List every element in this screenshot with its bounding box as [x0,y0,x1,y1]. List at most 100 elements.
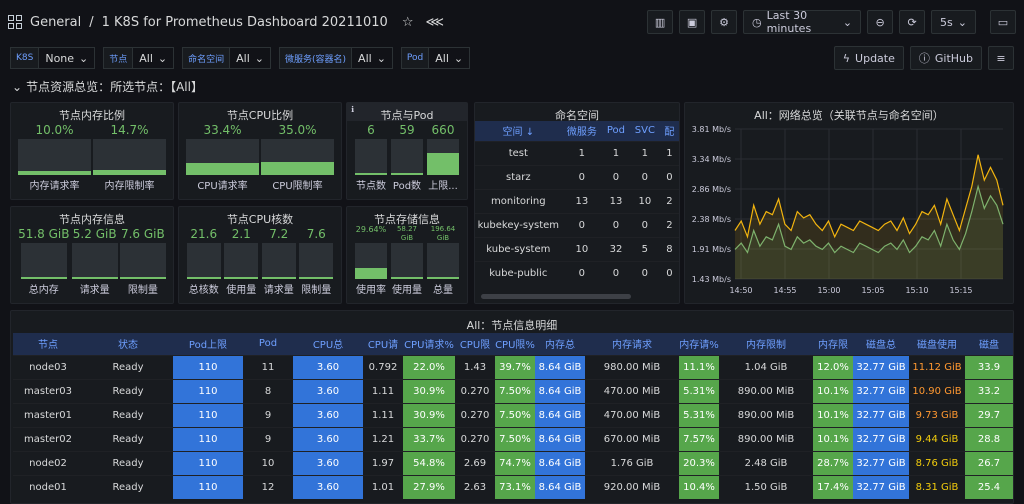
panel-node-storage[interactable]: 节点存储信息 29.64% 使用率 58.27 GiB 使用量 196.64 GiB 总量 [346,206,468,304]
column-header[interactable]: 磁盘使用 [909,333,965,355]
y-tick-label: 1.91 Mb/s [692,245,731,254]
table-cell: 20.3% [679,450,719,475]
column-header[interactable]: 配 [659,121,679,141]
table-cell: 8.64 GiB [535,474,585,499]
gauge-bar [299,243,334,279]
dashboard-settings-button[interactable]: ⚙ [711,10,738,34]
column-header[interactable]: CPU请求% [403,333,455,355]
panel-namespaces[interactable]: 命名空间 空间 ↓ 微服务 Pod SVC 配 test 1 1 1 1 starz 0 0 0 0 mon… [474,102,680,304]
chevron-down-icon: ⌄ [79,51,89,65]
gauge-bar [18,139,91,175]
gauge-fill [355,268,387,279]
variable-node[interactable]: 节点 All ⌄ [103,47,175,69]
tv-mode-button[interactable]: ▭ [990,10,1016,34]
gauge-caption: CPU限制率 [272,181,323,192]
table-cell: master01 [13,402,83,427]
variable-pod[interactable]: Pod All ⌄ [400,47,471,69]
table-cell: 0 [659,164,679,189]
column-header[interactable]: CPU总 [293,333,363,355]
add-panel-button[interactable]: ▥ [647,10,674,34]
dashboard-title[interactable]: 1 K8S for Prometheus Dashboard 20211010 [101,14,388,30]
column-header[interactable]: 内存限 [813,333,853,355]
column-header[interactable]: 内存请求 [585,333,679,355]
panel-network-overview[interactable]: All：网络总览（关联节点与命名空间） 1.43 Mb/s 1.91 Mb/s 2.… [684,102,1014,304]
table-cell: 3.60 [293,354,363,379]
column-header[interactable]: CPU限% [495,333,535,355]
breadcrumb-folder[interactable]: General [30,14,82,30]
column-header[interactable]: 微服务 [561,121,603,141]
gauge-fill [261,277,296,279]
menu-button[interactable]: ≡ [988,46,1014,70]
gauge-value: 35.0% [278,123,317,137]
table-cell: 0 [561,260,603,285]
column-header[interactable]: CPU请 [363,333,403,355]
table-cell: 25.4 [965,474,1013,499]
table-cell: 110 [173,378,243,403]
table-cell: 33.2 [965,378,1013,403]
panel-node-cpu-cores[interactable]: 节点CPU核数 21.6 总核数 2.1 使用量 7.2 请求量 7.6 限制量 [178,206,342,304]
horizontal-scrollbar[interactable] [481,294,631,299]
table-cell: starz [475,164,562,189]
variable-value[interactable]: All ⌄ [133,47,175,69]
gauge-value: 59 [399,123,415,137]
column-header[interactable]: 节点 [13,333,83,355]
table-row: kube-system 10 32 5 8 [475,236,679,261]
variable-value[interactable]: All ⌄ [352,47,393,69]
refresh-interval-picker[interactable]: 5s ⌄ [931,10,976,34]
column-header[interactable]: Pod [243,333,293,355]
panel-node-mem-info[interactable]: 节点内存信息 51.8 GiB 总内存 5.2 GiB 请求量 7.6 GiB 限制量 [10,206,174,304]
column-header[interactable]: SVC [629,121,660,141]
panel-node-details[interactable]: All：节点信息明细 节点 状态 Pod上限 Pod CPU总 CPU请 CPU请求% CPU… [10,310,1014,504]
star-icon[interactable]: ☆ [401,14,414,30]
y-tick-label: 2.38 Mb/s [692,215,731,224]
variable-value[interactable]: All ⌄ [230,47,272,69]
variable-microservice[interactable]: 微服务(容器名) All ⌄ [279,47,393,69]
panel-node-pod[interactable]: 节点与Pod ℹ 6 节点数 59 Pod数 660 上限... [346,102,468,200]
variable-value-text: None [45,51,75,65]
column-header[interactable]: 内存请% [679,333,719,355]
panel-node-mem-ratio[interactable]: 节点内存比例 10.0% 内存请求率 14.7% 内存限制率 [10,102,174,200]
refresh-button[interactable]: ⟳ [899,10,926,34]
table-cell: 10.1% [813,426,853,451]
save-dashboard-button[interactable]: ▣ [679,10,706,34]
table-cell: 0.270 [455,378,495,403]
table-cell: 0 [629,164,660,189]
row-header[interactable]: ⌄ 节点资源总览：所选节点：【All】 [12,78,203,95]
table-cell: 110 [173,354,243,379]
share-icon[interactable]: ⋘ [425,14,444,30]
variable-value[interactable]: All ⌄ [429,47,471,69]
github-link[interactable]: ⓘ GitHub [909,46,982,70]
variable-namespace[interactable]: 命名空间 All ⌄ [182,47,272,69]
monitor-icon: ▭ [997,15,1009,29]
table-cell: 1 [561,140,603,165]
table-cell: 28.7% [813,450,853,475]
zoom-out-icon: ⊖ [875,15,885,29]
table-cell: 0 [561,212,603,237]
column-header[interactable]: 磁盘总 [853,333,909,355]
gauge-group: 6 节点数 59 Pod数 660 上限... [347,121,467,192]
chevron-down-icon: ⌄ [376,51,386,65]
zoom-out-button[interactable]: ⊖ [867,10,894,34]
column-header[interactable]: CPU限 [455,333,495,355]
column-header[interactable]: 状态 [83,333,173,355]
info-icon[interactable]: ℹ [351,105,355,114]
variable-label: 节点 [103,47,134,69]
gauge-value: 2.1 [231,227,251,241]
update-link[interactable]: ϟ Update [833,46,904,70]
table-cell: 8.64 GiB [535,426,585,451]
column-header[interactable]: Pod [602,121,630,141]
column-header[interactable]: Pod上限 [173,333,243,355]
column-header[interactable]: 磁盘 [965,333,1013,355]
variable-k8s[interactable]: K8S None ⌄ [10,47,96,69]
gauge: 51.8 GiB 总内存 [18,225,69,296]
column-header[interactable]: 空间 ↓ [475,121,562,141]
variable-value[interactable]: None ⌄ [39,47,96,69]
table-cell: 28.8 [965,426,1013,451]
column-header[interactable]: 内存总 [535,333,585,355]
gauge-fill [224,277,259,279]
panel-node-cpu-ratio[interactable]: 节点CPU比例 33.4% CPU请求率 35.0% CPU限制率 [178,102,342,200]
gauge-group: 10.0% 内存请求率 14.7% 内存限制率 [11,121,173,192]
column-header[interactable]: 内存限制 [719,333,813,355]
gauge: 35.0% CPU限制率 [261,121,334,192]
time-picker-button[interactable]: ◷ Last 30 minutes ⌄ [743,9,862,35]
